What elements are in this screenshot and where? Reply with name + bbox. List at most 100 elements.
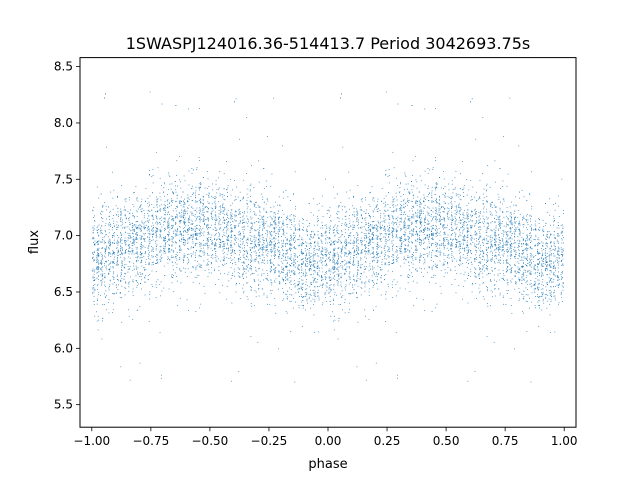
data-point (318, 209, 320, 211)
data-point (94, 220, 96, 222)
data-point (310, 307, 312, 309)
data-point (113, 220, 115, 222)
data-point (121, 278, 123, 279)
data-point (265, 223, 267, 225)
data-point (181, 209, 182, 211)
data-point (348, 171, 350, 173)
data-point (254, 261, 256, 262)
data-point (131, 225, 133, 226)
data-point (403, 221, 405, 222)
data-point (320, 284, 322, 286)
data-point (459, 195, 461, 196)
data-point (385, 233, 387, 235)
data-point (392, 231, 394, 233)
data-point (537, 253, 539, 255)
data-point (419, 201, 421, 203)
data-point (195, 209, 196, 211)
data-point (450, 218, 452, 220)
data-point (510, 212, 512, 213)
data-point (460, 199, 462, 201)
data-point (243, 261, 245, 262)
data-point (513, 204, 515, 206)
data-point (310, 256, 312, 257)
data-point (437, 250, 438, 252)
data-point (345, 269, 347, 271)
data-point (372, 252, 373, 254)
data-point (286, 294, 288, 296)
data-point (226, 248, 228, 250)
data-point (412, 231, 414, 233)
data-point (233, 219, 235, 221)
data-point (297, 284, 299, 286)
data-point (537, 272, 539, 273)
data-point (251, 226, 253, 227)
data-point (467, 380, 469, 382)
data-point (523, 272, 525, 274)
data-point (546, 256, 548, 257)
data-point (110, 266, 112, 268)
data-point (165, 214, 166, 216)
data-point (506, 279, 508, 281)
data-point (473, 267, 475, 269)
data-point (466, 218, 468, 220)
data-point (494, 239, 496, 241)
data-point (535, 288, 537, 290)
data-point (385, 254, 386, 256)
data-point (318, 237, 320, 238)
data-point (515, 216, 516, 218)
data-point (538, 218, 540, 220)
data-point (527, 214, 528, 215)
data-point (105, 249, 107, 250)
data-point (292, 258, 294, 260)
data-point (419, 255, 421, 257)
data-point (466, 242, 468, 244)
data-point (286, 312, 288, 314)
data-point (458, 250, 460, 252)
data-point (171, 201, 172, 202)
data-point (369, 239, 370, 241)
data-point (317, 295, 319, 297)
data-point (128, 261, 130, 263)
data-point (471, 237, 472, 239)
data-point (501, 223, 503, 225)
data-point (526, 331, 528, 333)
data-point (178, 269, 180, 271)
data-point (117, 252, 119, 254)
data-point (526, 301, 528, 302)
data-point (356, 245, 358, 247)
data-point (306, 234, 308, 236)
data-point (282, 222, 284, 224)
data-point (141, 265, 143, 267)
data-point (529, 220, 531, 222)
data-point (506, 211, 507, 213)
data-point (98, 263, 100, 264)
data-point (387, 215, 389, 217)
data-point (338, 247, 340, 248)
data-point (543, 261, 544, 262)
data-point (261, 254, 263, 256)
data-point (285, 259, 286, 261)
data-point (324, 254, 326, 256)
data-point (212, 209, 214, 211)
data-point (330, 220, 332, 221)
data-point (470, 226, 472, 228)
data-point (115, 205, 117, 207)
data-point (561, 249, 563, 251)
data-point (431, 200, 433, 202)
data-point (498, 224, 500, 225)
data-point (127, 233, 129, 235)
data-point (511, 235, 513, 237)
data-point (108, 268, 110, 270)
data-point (355, 242, 357, 244)
data-point (250, 227, 252, 229)
data-point (399, 248, 401, 250)
data-point (558, 264, 559, 266)
data-point (215, 227, 217, 229)
data-point (415, 201, 417, 202)
data-point (455, 171, 457, 173)
data-point (444, 269, 446, 271)
data-point (171, 219, 173, 221)
data-point (273, 264, 275, 265)
data-point (270, 240, 271, 242)
data-point (284, 265, 286, 267)
